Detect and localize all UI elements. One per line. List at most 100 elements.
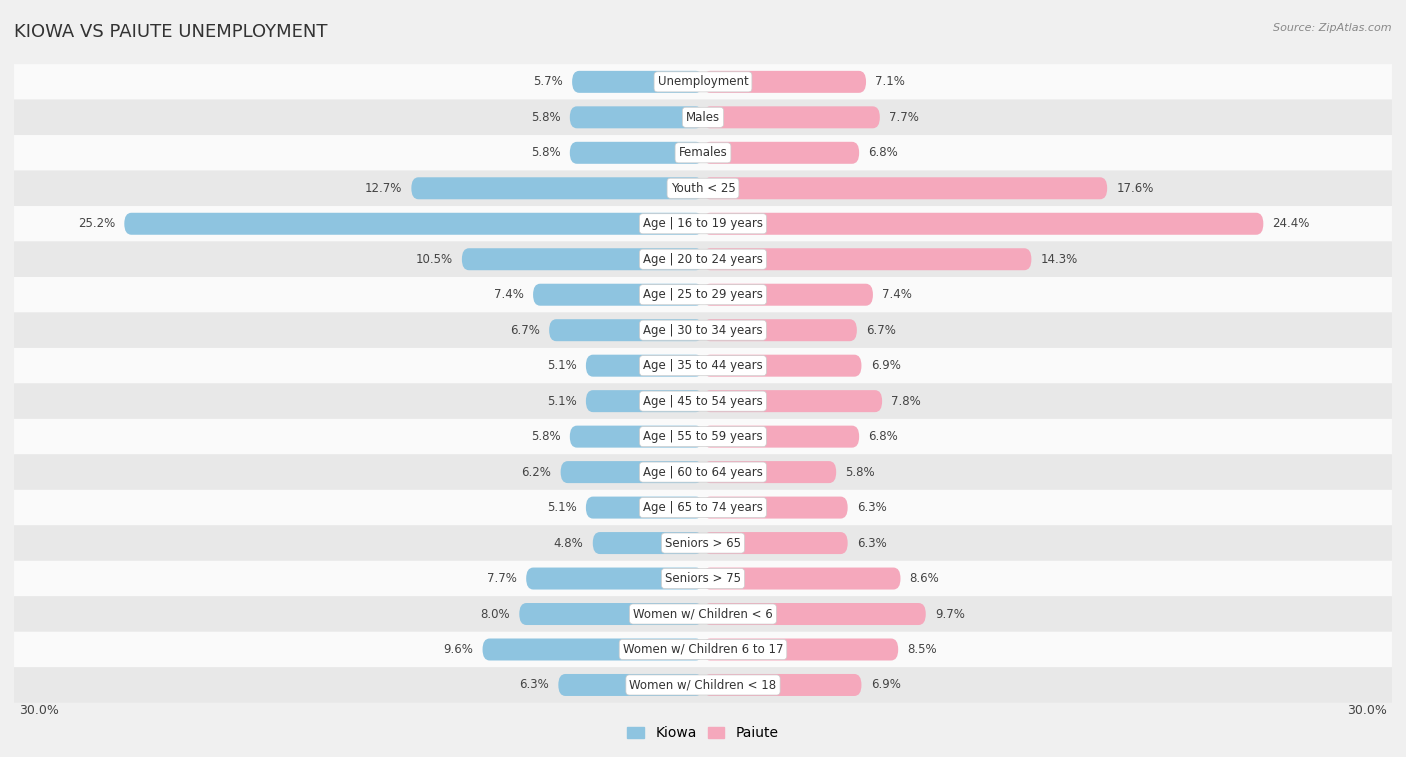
FancyBboxPatch shape: [569, 106, 703, 129]
FancyBboxPatch shape: [586, 390, 703, 412]
FancyBboxPatch shape: [703, 71, 866, 93]
FancyBboxPatch shape: [586, 497, 703, 519]
Text: 9.6%: 9.6%: [443, 643, 474, 656]
FancyBboxPatch shape: [703, 603, 925, 625]
Text: Age | 55 to 59 years: Age | 55 to 59 years: [643, 430, 763, 443]
Text: 8.0%: 8.0%: [481, 608, 510, 621]
FancyBboxPatch shape: [533, 284, 703, 306]
Text: 24.4%: 24.4%: [1272, 217, 1310, 230]
Text: Age | 30 to 34 years: Age | 30 to 34 years: [643, 324, 763, 337]
FancyBboxPatch shape: [14, 348, 1392, 383]
Text: 6.3%: 6.3%: [519, 678, 550, 691]
Text: 7.4%: 7.4%: [882, 288, 912, 301]
Text: Males: Males: [686, 111, 720, 124]
Text: Age | 25 to 29 years: Age | 25 to 29 years: [643, 288, 763, 301]
FancyBboxPatch shape: [14, 525, 1392, 561]
Text: 5.1%: 5.1%: [547, 501, 576, 514]
Text: 5.8%: 5.8%: [531, 111, 561, 124]
Text: Age | 60 to 64 years: Age | 60 to 64 years: [643, 466, 763, 478]
Text: Women w/ Children 6 to 17: Women w/ Children 6 to 17: [623, 643, 783, 656]
FancyBboxPatch shape: [703, 497, 848, 519]
Text: Women w/ Children < 18: Women w/ Children < 18: [630, 678, 776, 691]
FancyBboxPatch shape: [593, 532, 703, 554]
FancyBboxPatch shape: [703, 425, 859, 447]
Text: Source: ZipAtlas.com: Source: ZipAtlas.com: [1274, 23, 1392, 33]
Text: 9.7%: 9.7%: [935, 608, 965, 621]
Text: 12.7%: 12.7%: [364, 182, 402, 195]
Text: Age | 16 to 19 years: Age | 16 to 19 years: [643, 217, 763, 230]
FancyBboxPatch shape: [703, 142, 859, 164]
FancyBboxPatch shape: [14, 206, 1392, 241]
Text: Seniors > 65: Seniors > 65: [665, 537, 741, 550]
FancyBboxPatch shape: [703, 674, 862, 696]
FancyBboxPatch shape: [14, 100, 1392, 135]
FancyBboxPatch shape: [561, 461, 703, 483]
Text: 5.1%: 5.1%: [547, 394, 576, 408]
FancyBboxPatch shape: [703, 355, 862, 377]
FancyBboxPatch shape: [526, 568, 703, 590]
FancyBboxPatch shape: [14, 135, 1392, 170]
FancyBboxPatch shape: [124, 213, 703, 235]
FancyBboxPatch shape: [703, 177, 1107, 199]
FancyBboxPatch shape: [703, 319, 856, 341]
Text: 30.0%: 30.0%: [18, 704, 59, 717]
Text: 10.5%: 10.5%: [416, 253, 453, 266]
FancyBboxPatch shape: [14, 632, 1392, 667]
FancyBboxPatch shape: [14, 490, 1392, 525]
Text: 14.3%: 14.3%: [1040, 253, 1078, 266]
Text: 6.2%: 6.2%: [522, 466, 551, 478]
Text: 6.8%: 6.8%: [869, 146, 898, 159]
FancyBboxPatch shape: [703, 106, 880, 129]
Text: Women w/ Children < 6: Women w/ Children < 6: [633, 608, 773, 621]
Text: 30.0%: 30.0%: [1347, 704, 1388, 717]
Text: Youth < 25: Youth < 25: [671, 182, 735, 195]
FancyBboxPatch shape: [14, 64, 1392, 100]
Text: 8.5%: 8.5%: [907, 643, 936, 656]
FancyBboxPatch shape: [703, 284, 873, 306]
Text: 6.9%: 6.9%: [870, 678, 900, 691]
FancyBboxPatch shape: [569, 142, 703, 164]
FancyBboxPatch shape: [572, 71, 703, 93]
Text: 7.4%: 7.4%: [494, 288, 524, 301]
FancyBboxPatch shape: [482, 638, 703, 661]
Text: 5.8%: 5.8%: [531, 430, 561, 443]
FancyBboxPatch shape: [703, 532, 848, 554]
Text: 8.6%: 8.6%: [910, 572, 939, 585]
FancyBboxPatch shape: [14, 277, 1392, 313]
Text: 5.1%: 5.1%: [547, 359, 576, 372]
Text: 5.7%: 5.7%: [533, 76, 562, 89]
FancyBboxPatch shape: [703, 248, 1032, 270]
Text: Age | 20 to 24 years: Age | 20 to 24 years: [643, 253, 763, 266]
Text: Females: Females: [679, 146, 727, 159]
FancyBboxPatch shape: [550, 319, 703, 341]
FancyBboxPatch shape: [703, 390, 882, 412]
Legend: Kiowa, Paiute: Kiowa, Paiute: [627, 727, 779, 740]
Text: Age | 65 to 74 years: Age | 65 to 74 years: [643, 501, 763, 514]
FancyBboxPatch shape: [412, 177, 703, 199]
FancyBboxPatch shape: [461, 248, 703, 270]
FancyBboxPatch shape: [14, 561, 1392, 597]
FancyBboxPatch shape: [14, 170, 1392, 206]
Text: 6.8%: 6.8%: [869, 430, 898, 443]
FancyBboxPatch shape: [703, 213, 1264, 235]
FancyBboxPatch shape: [14, 667, 1392, 702]
Text: 6.3%: 6.3%: [856, 501, 887, 514]
Text: 6.3%: 6.3%: [856, 537, 887, 550]
FancyBboxPatch shape: [558, 674, 703, 696]
FancyBboxPatch shape: [703, 638, 898, 661]
Text: 5.8%: 5.8%: [531, 146, 561, 159]
Text: 5.8%: 5.8%: [845, 466, 875, 478]
FancyBboxPatch shape: [703, 461, 837, 483]
FancyBboxPatch shape: [586, 355, 703, 377]
FancyBboxPatch shape: [14, 383, 1392, 419]
FancyBboxPatch shape: [14, 241, 1392, 277]
FancyBboxPatch shape: [569, 425, 703, 447]
FancyBboxPatch shape: [519, 603, 703, 625]
Text: 4.8%: 4.8%: [554, 537, 583, 550]
Text: 17.6%: 17.6%: [1116, 182, 1154, 195]
Text: Age | 35 to 44 years: Age | 35 to 44 years: [643, 359, 763, 372]
Text: Age | 45 to 54 years: Age | 45 to 54 years: [643, 394, 763, 408]
Text: 7.1%: 7.1%: [875, 76, 905, 89]
FancyBboxPatch shape: [14, 419, 1392, 454]
Text: 7.7%: 7.7%: [486, 572, 517, 585]
